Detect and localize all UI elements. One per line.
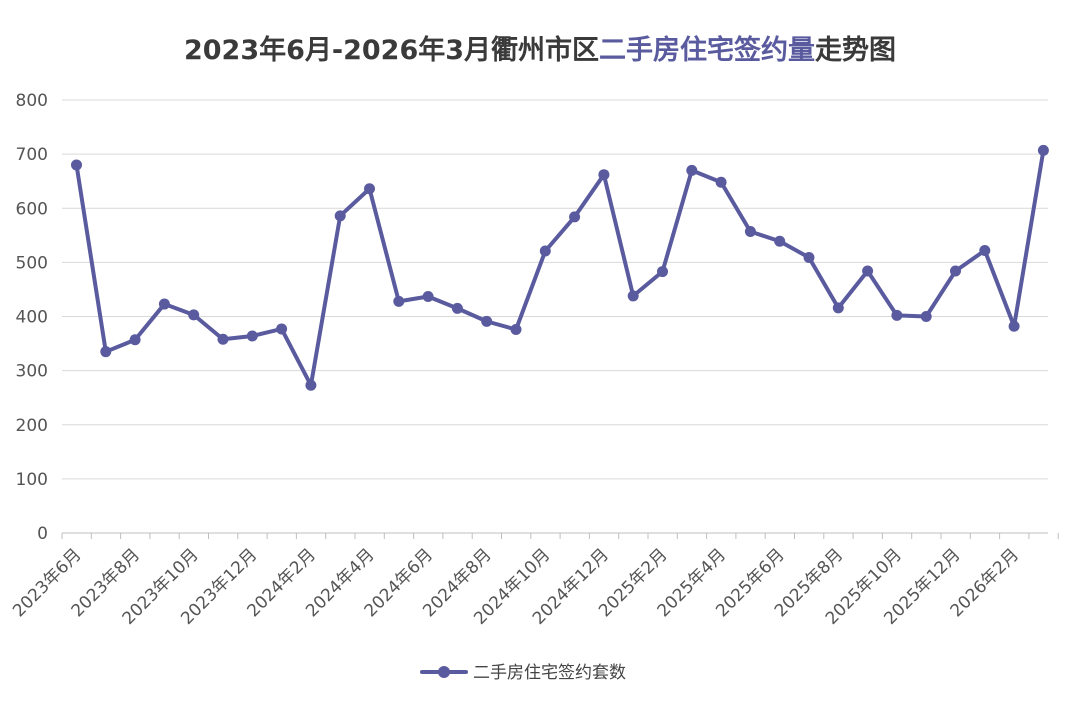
- data-point: [129, 334, 141, 346]
- data-point: [686, 164, 698, 176]
- series-line: [71, 144, 1049, 391]
- y-tick-label: 700: [16, 145, 48, 165]
- data-point: [862, 265, 874, 277]
- y-tick-label: 400: [16, 308, 48, 328]
- data-point: [657, 266, 668, 278]
- data-point: [1037, 144, 1049, 156]
- data-point: [803, 252, 815, 264]
- y-tick-label: 300: [16, 362, 48, 382]
- chart-title: 2023年6月-2026年3月衢州市区二手房住宅签约量走势图: [0, 28, 1080, 67]
- y-axis: 0 100 200 300 400 500 600 700 800: [16, 91, 48, 544]
- data-point: [481, 315, 493, 327]
- data-point: [246, 330, 258, 342]
- y-tick-label: 600: [16, 199, 48, 219]
- data-point: [979, 244, 991, 256]
- title-prefix: 2023年6月-2026年3月衢州市区: [183, 35, 600, 66]
- data-point: [158, 298, 170, 310]
- legend-dot-marker: [438, 666, 450, 678]
- data-point: [334, 210, 346, 222]
- data-point: [188, 309, 200, 321]
- data-point: [627, 290, 639, 302]
- data-point: [920, 311, 932, 322]
- data-point: [891, 309, 903, 321]
- data-point: [1008, 320, 1020, 332]
- data-point: [451, 302, 463, 314]
- title-suffix: 走势图: [815, 35, 897, 66]
- data-point: [422, 290, 434, 302]
- y-tick-label: 100: [16, 470, 48, 490]
- legend: 二手房住宅签约套数: [420, 663, 626, 683]
- legend-label: 二手房住宅签约套数: [473, 663, 626, 683]
- x-axis: 2023年6月2023年8月2023年10月2023年12月2024年2月202…: [9, 533, 1059, 629]
- data-point: [569, 211, 581, 223]
- grid-lines: [62, 99, 1048, 534]
- data-point: [744, 226, 756, 238]
- data-point: [539, 245, 551, 257]
- data-point: [510, 323, 522, 335]
- title-highlight: 二手房住宅签约量: [599, 35, 816, 66]
- data-point: [950, 265, 961, 277]
- data-point: [832, 302, 844, 314]
- y-tick-label: 0: [37, 524, 48, 544]
- y-tick-label: 200: [16, 416, 48, 436]
- y-tick-label: 800: [16, 91, 48, 111]
- data-point: [276, 323, 288, 335]
- data-point: [100, 346, 112, 358]
- data-point: [71, 159, 82, 171]
- y-tick-label: 500: [16, 253, 48, 273]
- series-polyline: [74, 148, 1046, 388]
- data-point: [598, 169, 610, 181]
- data-point: [364, 183, 375, 195]
- data-point: [715, 176, 727, 188]
- data-point: [774, 235, 786, 247]
- data-point: [393, 295, 405, 307]
- data-point: [217, 333, 229, 345]
- data-point: [305, 379, 317, 391]
